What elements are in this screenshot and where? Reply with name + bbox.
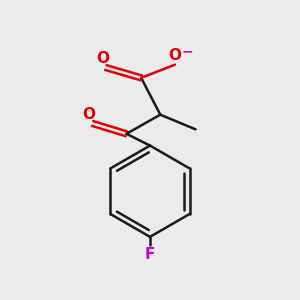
Text: F: F xyxy=(145,247,155,262)
Text: O: O xyxy=(169,48,182,63)
Text: −: − xyxy=(182,44,193,58)
Text: O: O xyxy=(82,107,95,122)
Text: O: O xyxy=(96,51,109,66)
